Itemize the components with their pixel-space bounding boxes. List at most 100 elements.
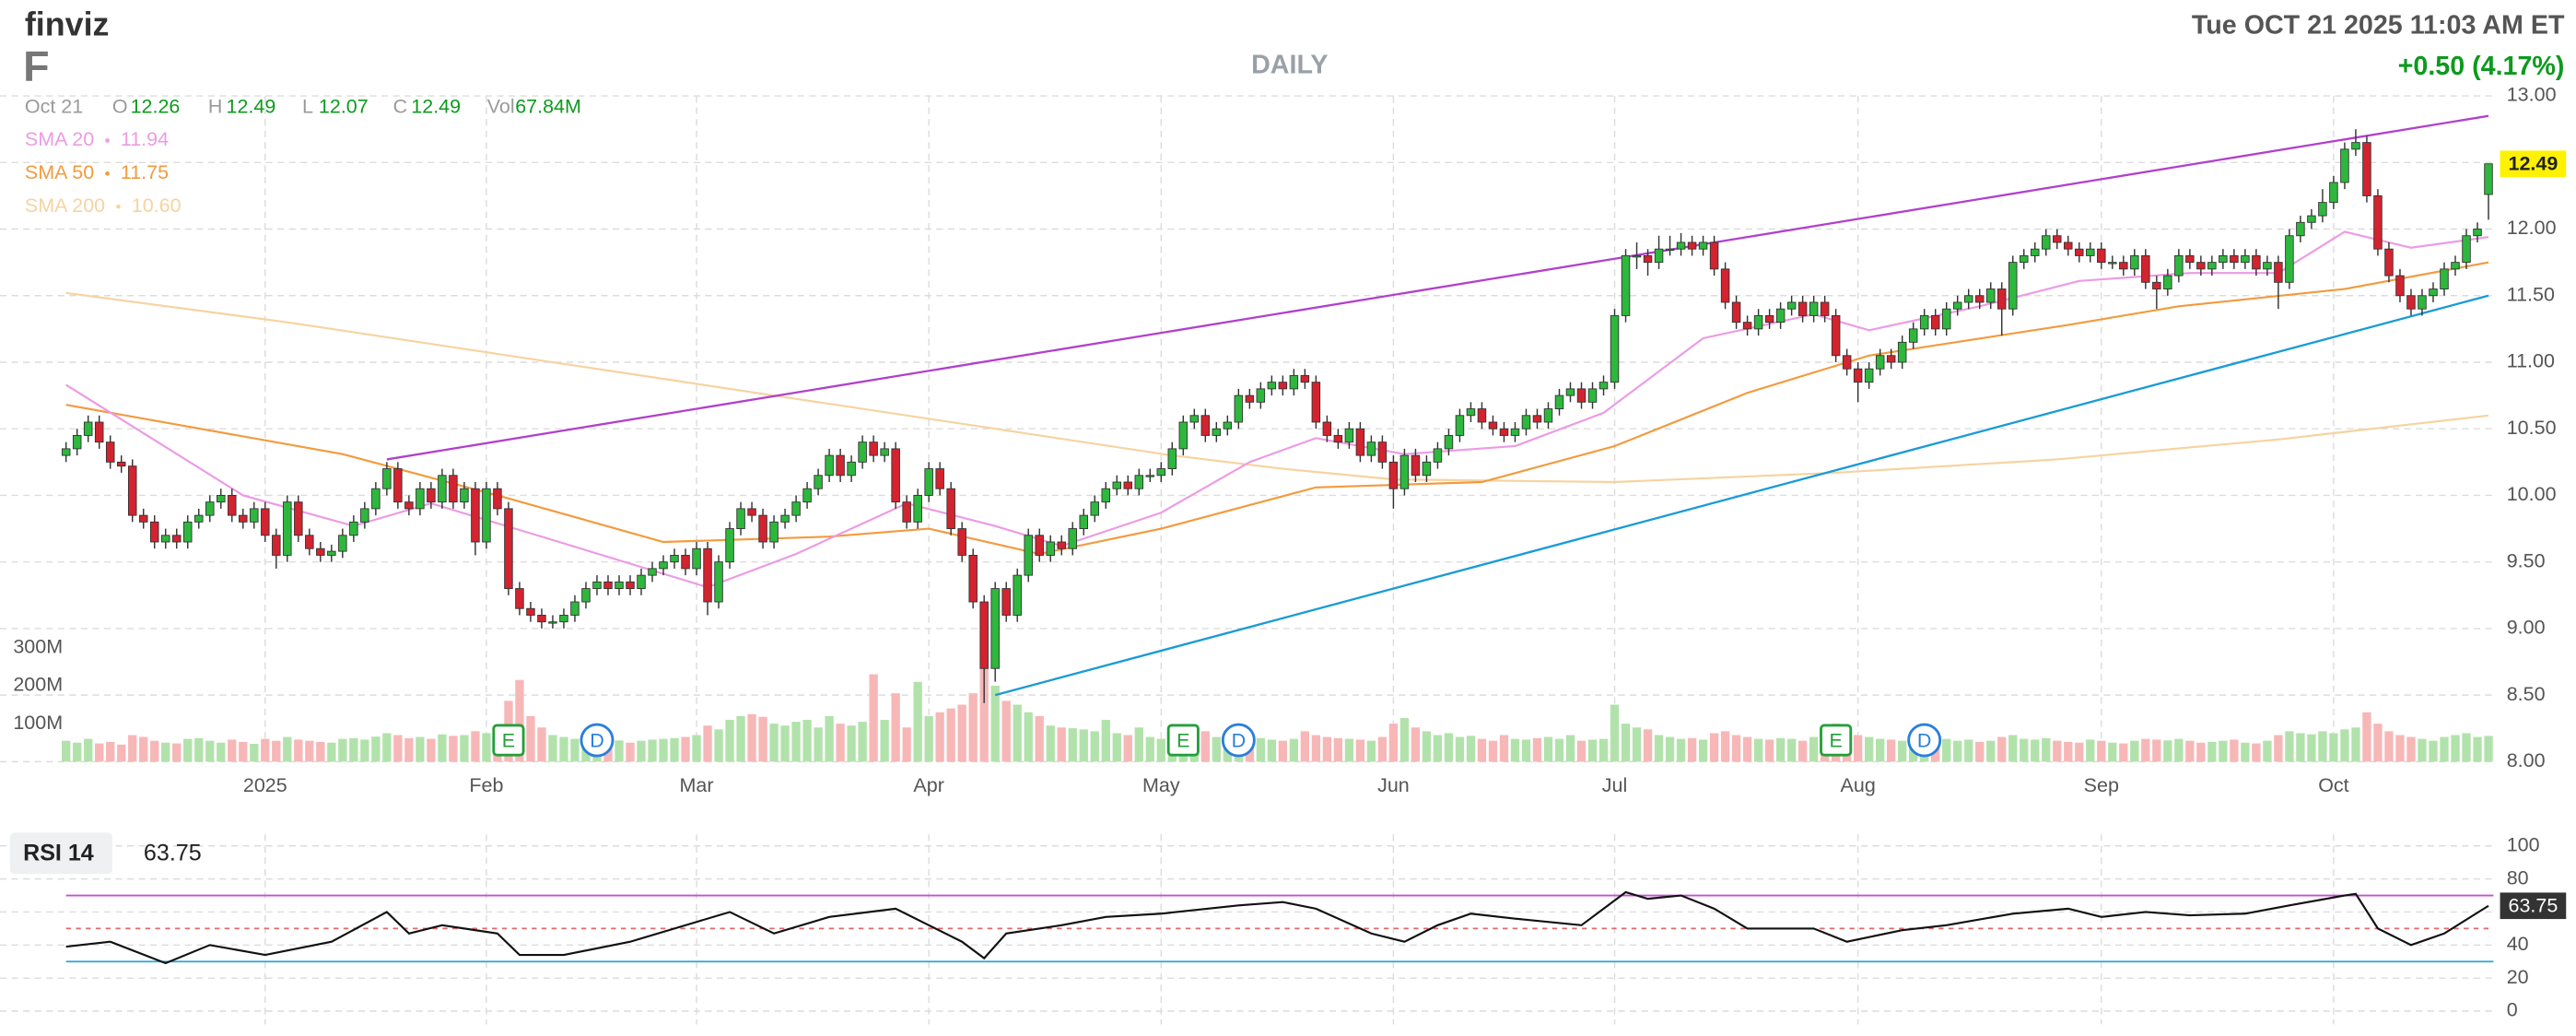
candle-body [138, 514, 148, 523]
volume-bar [924, 715, 933, 762]
volume-bar [404, 737, 414, 762]
x-tick-label: Jul [1602, 774, 1627, 796]
volume-bar [637, 740, 646, 762]
candle-body [1477, 408, 1487, 423]
volume-bar [559, 736, 568, 762]
candle-body [847, 461, 856, 477]
lines-layer [65, 114, 2494, 965]
volume-bar [1344, 738, 1354, 762]
volume-bar [2119, 743, 2128, 762]
candle-body [1444, 434, 1454, 450]
legend-key: H [208, 95, 223, 117]
candle-body [2440, 268, 2449, 289]
volume-bar [990, 685, 1000, 762]
volume-bar [902, 727, 911, 762]
candle-body [1278, 382, 1288, 390]
volume-bar [2263, 740, 2272, 762]
y-tick-label: 9.50 [2507, 549, 2546, 571]
event-label: D [1917, 730, 1932, 752]
candle-body [1963, 295, 1973, 303]
event-label: E [1177, 730, 1189, 752]
volume-bar [736, 715, 745, 762]
volume-bar [2351, 727, 2360, 762]
candle-body [1200, 415, 1211, 436]
candle-body [2108, 262, 2117, 265]
candle-body [1411, 454, 1421, 477]
volume-bar [2196, 742, 2206, 762]
volume-bar [1975, 741, 1985, 762]
volume-bar [1554, 738, 1564, 762]
volume-bar [2031, 739, 2040, 762]
y-tick-label: 9.00 [2507, 617, 2546, 639]
candle-body [1156, 468, 1166, 477]
top-layer: E D E D E D SMA 20 11.94 SMA 50 11.75 SMA 200 10.60… [25, 128, 2567, 920]
volume-bar [2174, 738, 2184, 762]
volume-bar [2418, 738, 2427, 762]
volume-bar [460, 735, 469, 762]
volume-bar [261, 738, 270, 762]
candle-body [1543, 408, 1553, 423]
logo[interactable]: finviz [25, 6, 110, 42]
candle-body [1366, 441, 1376, 456]
volume-bar [139, 736, 148, 762]
volume-bar [1953, 740, 1962, 762]
volume-bar [161, 742, 170, 762]
volume-bar [1986, 740, 1996, 762]
candles-layer [61, 129, 2493, 703]
candle-body [1554, 394, 1564, 409]
volume-bar [2230, 739, 2239, 762]
volume-bar [305, 740, 314, 762]
volume-tick-label: 100M [13, 712, 63, 734]
volume-bar [1289, 738, 1299, 762]
event-label: D [1232, 730, 1247, 752]
candle-body [94, 421, 104, 443]
volume-bar [747, 713, 756, 762]
volume-bar [1543, 736, 1553, 762]
candle-body [1289, 374, 1299, 390]
candle-body [1267, 382, 1277, 390]
candle-body [1344, 428, 1354, 443]
candle-body [2329, 182, 2338, 204]
sma-line [65, 230, 2489, 589]
timeframe: DAILY [1251, 50, 1328, 79]
candle-body [127, 465, 137, 516]
candle-body [1245, 394, 1255, 403]
volume-bar [1311, 735, 1321, 762]
candle-body [449, 475, 458, 503]
volume-bar [858, 722, 867, 762]
candle-body [239, 514, 248, 523]
candle-body [626, 581, 635, 590]
candle-body [1753, 314, 1763, 330]
candle-body [272, 535, 281, 556]
candle-body [371, 488, 381, 510]
volume-bar [1256, 737, 1266, 762]
candle-body [1742, 322, 1752, 330]
volume-bar [2373, 724, 2383, 762]
sma-legend-dot [116, 204, 121, 209]
volume-bar [570, 738, 580, 762]
volume-bar [2285, 731, 2294, 762]
candle-body [714, 561, 723, 603]
candle-body [1598, 382, 1609, 390]
volume-bar [1333, 737, 1343, 762]
sma-legend-dot [105, 171, 110, 176]
volume-bar [2406, 736, 2416, 762]
volume-bar [2042, 737, 2051, 762]
volume-bar [360, 739, 369, 762]
candle-body [1134, 475, 1144, 489]
candle-body [338, 535, 347, 552]
candle-body [72, 434, 82, 450]
event-marker [1221, 723, 1256, 758]
volume-bar [1621, 724, 1631, 762]
volume-bar [482, 733, 491, 762]
candle-body [758, 514, 767, 543]
candle-body [2252, 254, 2261, 270]
volume-bar [1687, 737, 1697, 762]
rsi-tick-label: 100 [2507, 833, 2540, 855]
event-label: E [502, 730, 515, 752]
candle-body [2373, 194, 2383, 250]
candle-body [1886, 355, 1896, 363]
volume-bar [1278, 740, 1288, 762]
candle-body [1687, 241, 1697, 250]
volume-bar [217, 742, 226, 762]
